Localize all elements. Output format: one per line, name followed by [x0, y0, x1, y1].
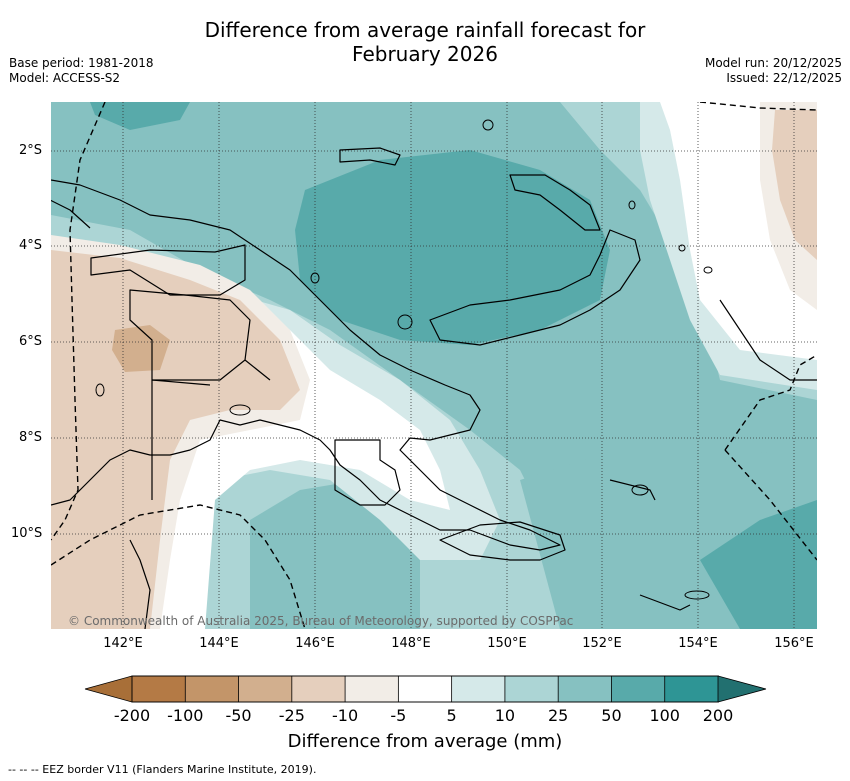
- lon-label-148e: 148°E: [391, 636, 431, 651]
- colorbar-cell-9: [611, 675, 666, 703]
- lon-label-146e: 146°E: [295, 636, 335, 651]
- contour-50-100-northwest: [90, 102, 190, 130]
- lat-label-8s: 8°S: [19, 430, 43, 445]
- colorbar-cell-1: [184, 675, 240, 703]
- lon-label-154e: 154°E: [678, 636, 718, 651]
- colorbar-cell-8: [557, 675, 613, 703]
- colorbar-title: Difference from average (mm): [287, 731, 563, 752]
- colorbar-cell-6: [451, 675, 506, 703]
- contour-50-100-southeast: [700, 500, 817, 629]
- map-title: Difference from average rainfall forecas…: [0, 18, 850, 66]
- meta-left: Base period: 1981-2018 Model: ACCESS-S2: [9, 56, 154, 86]
- colorbar-cell-10: [664, 675, 719, 703]
- lon-label-150e: 150°E: [487, 636, 527, 651]
- colorbar-tick-label: 100: [649, 706, 680, 725]
- colorbar-tick-label: 5: [446, 706, 457, 725]
- colorbar-tick-label: -5: [390, 706, 407, 725]
- colorbar-cell-3: [291, 675, 346, 703]
- colorbar-tick-label: 200: [702, 706, 734, 725]
- meta-right: Model run: 20/12/2025 Issued: 22/12/2025: [705, 56, 842, 86]
- colorbar-cell-4: [344, 675, 400, 703]
- colorbar-cell-7: [504, 675, 560, 703]
- colorbar-extend-left: [85, 676, 132, 702]
- lat-label-6s: 6°S: [19, 334, 43, 349]
- colorbar-cell-5: [397, 675, 453, 703]
- colorbar: [84, 675, 767, 703]
- lon-label-142e: 142°E: [103, 636, 143, 651]
- contour-neg-25-50-west: [112, 325, 170, 372]
- gridlines: [51, 102, 817, 629]
- colorbar-extend-right: [718, 676, 766, 702]
- colorbar-tick-label: 10: [494, 706, 516, 725]
- lat-label-2s: 2°S: [19, 143, 43, 158]
- base-period: Base period: 1981-2018: [9, 56, 154, 70]
- colorbar-tick-label: -200: [113, 706, 151, 725]
- issued-date: Issued: 22/12/2025: [726, 71, 842, 85]
- contour-neg-10-25-east: [772, 110, 817, 260]
- copyright-credit: © Commonwealth of Australia 2025, Bureau…: [68, 614, 574, 628]
- colorbar-cell-2: [238, 675, 293, 703]
- colorbar-tick-label: -25: [278, 706, 305, 725]
- lat-label-4s: 4°S: [19, 238, 43, 253]
- islands: [95, 119, 713, 600]
- eez-borders: [51, 102, 817, 629]
- colorbar-tick-label: 25: [547, 706, 569, 725]
- colorbar-tick-label: 50: [601, 706, 622, 725]
- coastlines: [51, 147, 817, 629]
- lon-label-144e: 144°E: [199, 636, 239, 651]
- lon-label-152e: 152°E: [582, 636, 622, 651]
- lon-label-156e: 156°E: [774, 636, 814, 651]
- title-line-1: Difference from average rainfall forecas…: [204, 18, 646, 42]
- model-name: Model: ACCESS-S2: [9, 71, 121, 85]
- colorbar-tick-label: -50: [225, 706, 252, 725]
- model-run: Model run: 20/12/2025: [704, 56, 842, 70]
- colorbar-tick-label: -10: [332, 706, 359, 725]
- colorbar-tick-label: -100: [167, 706, 204, 725]
- colorbar-cell-0: [131, 675, 187, 703]
- lat-label-10s: 10°S: [11, 526, 43, 541]
- title-line-2: February 2026: [352, 42, 498, 66]
- eez-footer-note: -- -- -- EEZ border V11 (Flanders Marine…: [8, 763, 317, 776]
